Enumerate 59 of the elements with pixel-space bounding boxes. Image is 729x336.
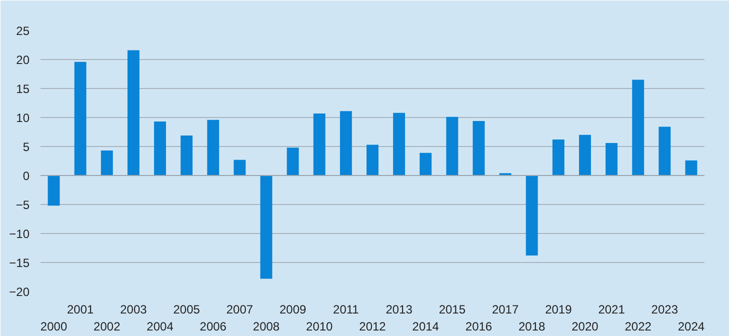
x-tick-label: 2010 bbox=[306, 319, 334, 334]
bar bbox=[446, 116, 458, 176]
bar bbox=[685, 160, 698, 176]
bar bbox=[286, 148, 299, 176]
bar bbox=[472, 120, 485, 176]
bar bbox=[48, 176, 60, 206]
bar bbox=[207, 120, 220, 176]
x-tick-label: 2023 bbox=[651, 302, 678, 316]
bar bbox=[393, 112, 406, 176]
y-tick-label: −5 bbox=[16, 198, 30, 212]
x-tick-label: 2008 bbox=[252, 319, 280, 334]
bar bbox=[234, 160, 246, 176]
bar bbox=[260, 176, 272, 279]
x-tick-label: 2000 bbox=[40, 319, 68, 334]
x-tick-label: 2014 bbox=[412, 319, 440, 334]
y-tick-label: −15 bbox=[9, 256, 30, 270]
y-tick-label: 25 bbox=[16, 24, 30, 38]
x-tick-label: 2005 bbox=[173, 302, 200, 316]
bar bbox=[632, 80, 644, 176]
bar bbox=[340, 111, 352, 176]
bar bbox=[366, 144, 378, 176]
x-tick-label: 2006 bbox=[200, 319, 227, 334]
x-tick-label: 2004 bbox=[146, 319, 174, 334]
x-tick-label: 2020 bbox=[572, 319, 599, 334]
x-tick-label: 2012 bbox=[359, 319, 386, 334]
y-tick-label: −10 bbox=[9, 227, 30, 241]
bar bbox=[606, 143, 618, 176]
bar bbox=[552, 140, 564, 176]
bar bbox=[526, 176, 538, 256]
x-tick-label: 2018 bbox=[518, 319, 546, 334]
y-tick-label: −20 bbox=[9, 285, 30, 299]
bar bbox=[74, 62, 86, 176]
x-tick-label: 2003 bbox=[120, 302, 148, 316]
y-tick-label: 0 bbox=[22, 169, 30, 183]
y-tick-label: 5 bbox=[22, 140, 30, 154]
x-tick-label: 2007 bbox=[226, 302, 254, 316]
bar bbox=[100, 150, 113, 176]
x-tick-label: 2011 bbox=[333, 302, 360, 316]
bar bbox=[658, 126, 671, 176]
bar bbox=[180, 135, 193, 176]
x-tick-label: 2013 bbox=[386, 302, 413, 316]
y-tick-label: 10 bbox=[16, 111, 30, 125]
x-tick-label: 2015 bbox=[438, 302, 466, 316]
bar bbox=[154, 122, 166, 176]
x-tick-label: 2024 bbox=[678, 319, 705, 334]
x-tick-label: 2021 bbox=[598, 302, 626, 316]
x-tick-label: 2009 bbox=[279, 302, 306, 316]
x-tick-label: 2019 bbox=[545, 302, 572, 316]
bar bbox=[579, 134, 591, 176]
x-tick-label: 2001 bbox=[66, 302, 94, 316]
bar bbox=[420, 152, 432, 176]
y-tick-label: 15 bbox=[16, 82, 30, 96]
y-tick-label: 20 bbox=[16, 53, 30, 67]
x-tick-label: 2002 bbox=[94, 319, 121, 334]
x-tick-label: 2017 bbox=[492, 302, 519, 316]
bar bbox=[127, 50, 140, 176]
x-tick-label: 2022 bbox=[624, 319, 652, 334]
x-tick-label: 2016 bbox=[465, 319, 492, 334]
bar bbox=[313, 113, 326, 176]
